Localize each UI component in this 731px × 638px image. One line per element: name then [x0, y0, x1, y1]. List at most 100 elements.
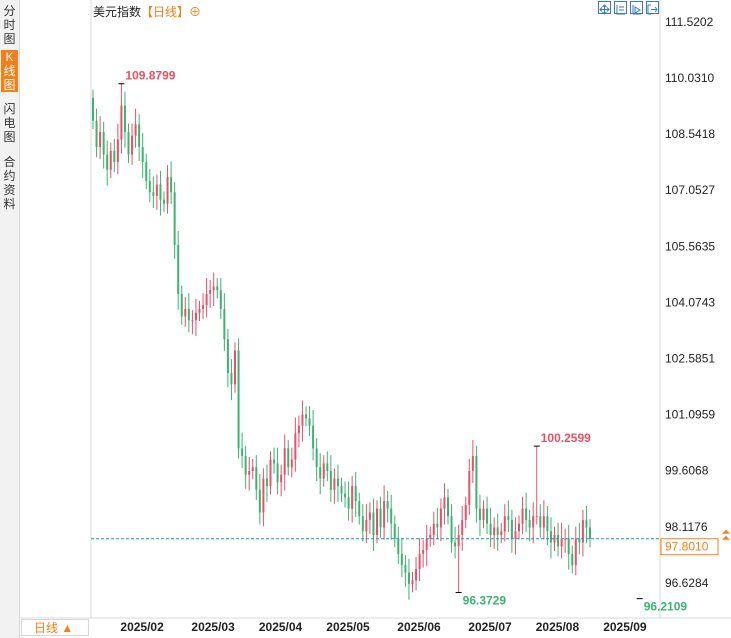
candle-body	[514, 531, 517, 539]
tab-flash-chart[interactable]: 闪电图	[3, 102, 16, 144]
candle-body	[510, 519, 513, 539]
candle-body	[571, 553, 574, 566]
candle-body	[493, 527, 496, 536]
y-tick-label: 101.0959	[665, 408, 715, 422]
candle-body	[315, 448, 318, 468]
candle-body	[425, 538, 428, 551]
tab-timeshare[interactable]: 分时图	[3, 4, 16, 46]
price-annotations: 109.8799 96.3729 100.2599 96.2109	[118, 69, 687, 614]
x-axis-labels: 2025/02 2025/03 2025/04 2025/05 2025/06 2025/…	[120, 620, 647, 634]
candle-body	[475, 455, 478, 509]
expand-icon[interactable]	[598, 1, 611, 15]
candle-body	[457, 535, 460, 547]
candle-body	[564, 538, 567, 540]
candle-body	[127, 131, 130, 155]
candle-body	[525, 508, 528, 520]
extreme-label: 100.2599	[541, 431, 591, 445]
candle-body	[120, 105, 123, 140]
exit-icon[interactable]	[646, 1, 659, 15]
candle-body	[223, 309, 226, 340]
y-tick-label: 107.0527	[665, 183, 715, 197]
candle-body	[383, 501, 386, 528]
candle-body	[287, 448, 290, 468]
candle-body	[159, 184, 162, 200]
chart-title: 美元指数【日线】⊕	[93, 3, 201, 20]
candle-body	[166, 177, 169, 204]
candle-body	[109, 150, 112, 170]
candle-body	[226, 339, 229, 374]
extreme-label: 96.3729	[463, 594, 507, 608]
candle-body	[265, 478, 268, 487]
x-tick-label: 2025/05	[326, 620, 370, 634]
x-tick-label: 2025/08	[536, 620, 580, 634]
indicator-icon[interactable]	[630, 1, 643, 15]
candle-body	[141, 147, 144, 163]
candle-body	[184, 309, 187, 317]
candle-body	[198, 309, 201, 313]
candle-body	[415, 568, 418, 581]
extreme-label: 96.2109	[644, 600, 688, 614]
candle-body	[194, 312, 197, 321]
add-icon[interactable]: ⊕	[189, 5, 202, 19]
candle-body	[177, 244, 180, 294]
candle-body	[376, 508, 378, 536]
candle-body	[372, 512, 375, 536]
candle-body	[294, 433, 297, 460]
y-tick-label: 110.0310	[665, 71, 714, 85]
candle-body	[152, 192, 155, 196]
candle-body	[546, 516, 549, 532]
candle-body	[301, 414, 304, 426]
last-price-layer: 97.8010	[91, 529, 730, 556]
candle-body	[468, 470, 471, 505]
candle-body	[326, 463, 329, 471]
candle-body	[258, 489, 261, 513]
x-tick-label: 2025/03	[191, 620, 235, 634]
candle-body	[187, 309, 190, 321]
candle-body	[148, 180, 151, 193]
candle-body	[145, 162, 148, 181]
candle-body	[418, 553, 421, 569]
candle-body	[486, 508, 489, 524]
x-tick-label: 2025/02	[120, 620, 164, 634]
y-tick-label: 98.1176	[665, 520, 708, 534]
tab-contract-info[interactable]: 合约资料	[3, 155, 16, 211]
y-tick-label: 108.5418	[665, 127, 715, 141]
candle-body	[248, 470, 251, 475]
candle-body	[322, 463, 325, 479]
candle-body	[390, 508, 393, 524]
candle-body	[333, 478, 336, 490]
candle-body	[155, 184, 158, 196]
candle-body	[560, 538, 563, 547]
candle-body	[500, 531, 503, 536]
candle-body	[336, 478, 339, 487]
candle-body	[379, 508, 382, 528]
candle-body	[393, 523, 396, 539]
candle-body	[134, 124, 137, 136]
y-tick-label: 99.6068	[665, 464, 709, 478]
candle-body	[589, 527, 591, 539]
candle-body	[581, 519, 584, 543]
candle-body	[276, 463, 279, 483]
candle-body	[99, 131, 102, 148]
candle-body	[532, 516, 535, 528]
period-select-button[interactable]: 日线 ▲	[21, 619, 89, 636]
candle-body	[578, 538, 581, 543]
candle-body	[170, 177, 173, 193]
candle-body	[489, 523, 492, 536]
candle-body	[464, 504, 467, 520]
sidebar: 分时图 K线图 闪电图 合约资料	[0, 0, 20, 638]
candle-body	[397, 538, 400, 554]
y-tick-label: 111.5202	[665, 15, 714, 29]
candle-body	[471, 455, 474, 471]
candle-body	[478, 508, 481, 520]
candle-body	[574, 538, 577, 566]
candle-body	[422, 550, 425, 554]
candle-body	[209, 290, 212, 294]
crosshair-icon[interactable]	[614, 1, 627, 15]
candle-body	[163, 199, 165, 204]
tab-kline[interactable]: K线图	[1, 50, 18, 92]
x-tick-label: 2025/04	[259, 620, 303, 634]
candle-body	[411, 580, 414, 584]
x-tick-label: 2025/09	[603, 620, 647, 634]
